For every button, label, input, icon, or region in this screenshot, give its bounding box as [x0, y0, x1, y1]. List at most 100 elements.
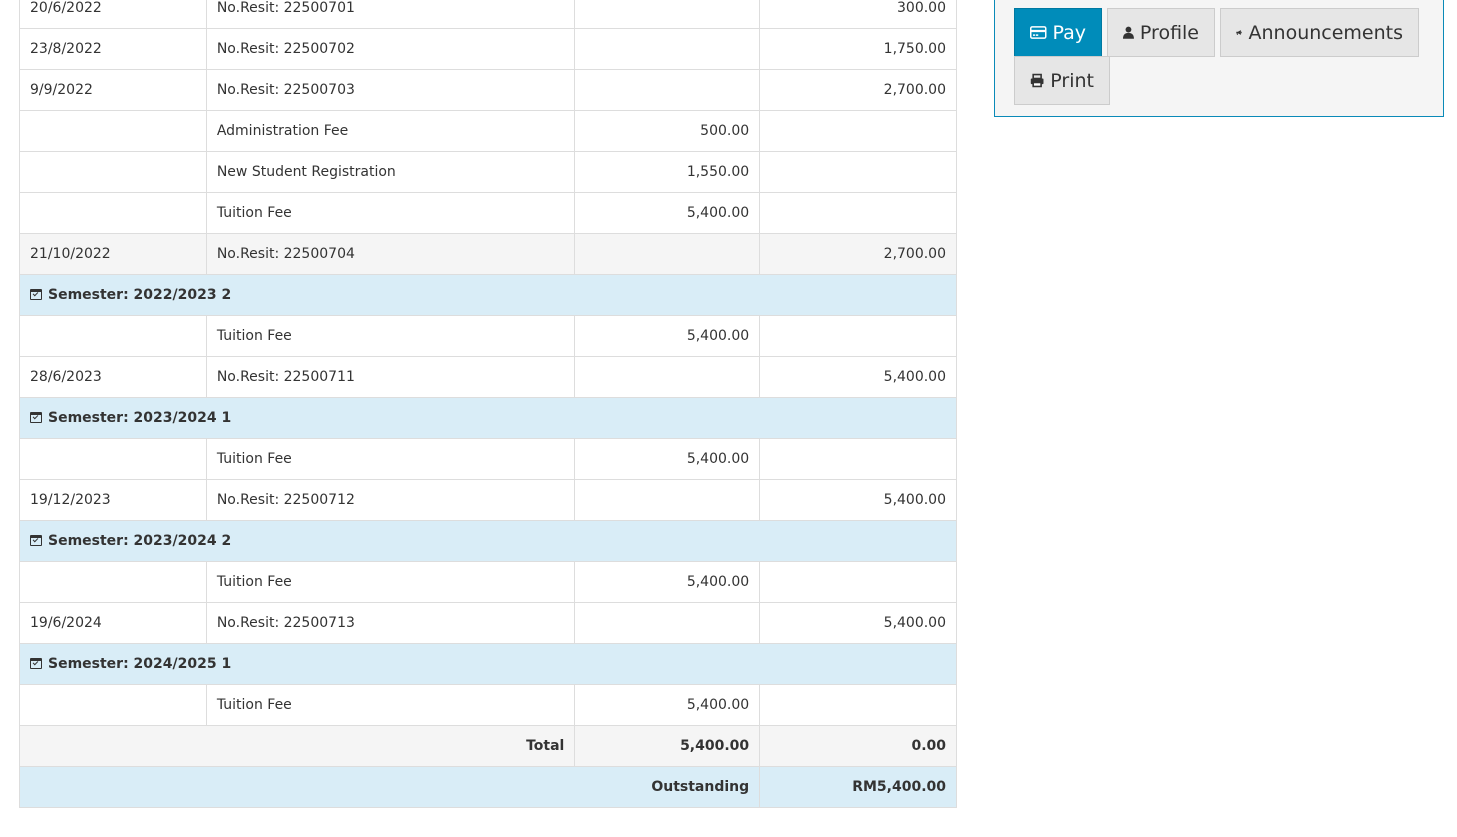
description-cell: No.Resit: 22500701	[205, 0, 576, 29]
description-cell: Administration Fee	[205, 110, 576, 152]
debit-cell	[574, 233, 761, 275]
table-row: Tuition Fee 5,400.00	[19, 438, 957, 480]
credit-cell	[759, 192, 957, 234]
date-cell: 28/6/2023	[19, 356, 207, 398]
user-icon	[1123, 26, 1134, 39]
pay-button[interactable]: Pay	[1014, 8, 1102, 57]
credit-cell	[759, 684, 957, 726]
description-cell: No.Resit: 22500702	[205, 28, 576, 70]
total-credit: 0.00	[759, 725, 957, 767]
debit-cell	[574, 356, 761, 398]
description-cell: Tuition Fee	[205, 315, 576, 357]
profile-label: Profile	[1139, 21, 1199, 44]
date-cell: 19/12/2023	[19, 479, 207, 521]
description-cell: Tuition Fee	[205, 438, 576, 480]
credit-cell	[759, 110, 957, 152]
credit-cell: 300.00	[759, 0, 957, 29]
debit-cell: 500.00	[574, 110, 761, 152]
semester-header: Semester: 2024/2025 1	[19, 643, 957, 685]
debit-cell: 5,400.00	[574, 438, 761, 480]
outstanding-label: Outstanding	[18, 766, 761, 808]
profile-button[interactable]: Profile	[1107, 8, 1215, 57]
table-row: Tuition Fee 5,400.00	[19, 684, 957, 726]
debit-cell	[574, 69, 761, 111]
description-cell: No.Resit: 22500704	[205, 233, 576, 275]
description-cell: No.Resit: 22500712	[205, 479, 576, 521]
table-row: Tuition Fee 5,400.00	[19, 561, 957, 603]
credit-cell: 2,700.00	[759, 69, 957, 111]
description-cell: New Student Registration	[205, 151, 576, 193]
print-label: Print	[1050, 69, 1094, 92]
semester-header: Semester: 2022/2023 2	[19, 274, 957, 316]
date-cell	[19, 438, 207, 480]
calendar-check-icon	[30, 535, 42, 546]
print-button[interactable]: Print	[1014, 56, 1110, 105]
total-row: Total 5,400.00 0.00	[18, 725, 957, 767]
table-row: 9/9/2022 No.Resit: 22500703 2,700.00	[19, 69, 957, 111]
print-icon	[1030, 73, 1044, 88]
date-cell	[19, 151, 207, 193]
credit-cell: 5,400.00	[759, 356, 957, 398]
outstanding-row: Outstanding RM5,400.00	[18, 766, 957, 808]
table-row: 19/6/2024 No.Resit: 22500713 5,400.00	[19, 602, 957, 644]
table-row: 19/12/2023 No.Resit: 22500712 5,400.00	[19, 479, 957, 521]
credit-cell	[759, 561, 957, 603]
calendar-check-icon	[30, 289, 42, 300]
credit-cell: 1,750.00	[759, 28, 957, 70]
date-cell	[19, 561, 207, 603]
description-cell: Tuition Fee	[205, 192, 576, 234]
description-cell: Tuition Fee	[205, 684, 576, 726]
table-row: 20/6/2022 No.Resit: 22500701 300.00	[19, 0, 957, 29]
semester-header: Semester: 2023/2024 1	[19, 397, 957, 439]
date-cell	[19, 192, 207, 234]
semester-label: Semester: 2023/2024 2	[48, 533, 232, 549]
date-cell: 23/8/2022	[19, 28, 207, 70]
semester-header: Semester: 2023/2024 2	[19, 520, 957, 562]
credit-cell: 5,400.00	[759, 602, 957, 644]
calendar-check-icon	[30, 412, 42, 423]
debit-cell	[574, 28, 761, 70]
description-cell: Tuition Fee	[205, 561, 576, 603]
debit-cell: 5,400.00	[574, 192, 761, 234]
semester-label: Semester: 2024/2025 1	[48, 656, 232, 672]
announcements-button[interactable]: Announcements	[1220, 8, 1419, 57]
date-cell: 21/10/2022	[19, 233, 207, 275]
credit-cell: 5,400.00	[759, 479, 957, 521]
credit-card-icon	[1030, 26, 1047, 39]
table-row: 23/8/2022 No.Resit: 22500702 1,750.00	[19, 28, 957, 70]
credit-cell	[759, 315, 957, 357]
total-label: Total	[18, 725, 576, 767]
debit-cell	[574, 0, 761, 29]
semester-header-row: Semester: 2023/2024 1	[19, 397, 957, 439]
debit-cell: 5,400.00	[574, 684, 761, 726]
announcements-label: Announcements	[1248, 21, 1403, 44]
debit-cell: 1,550.00	[574, 151, 761, 193]
calendar-check-icon	[30, 658, 42, 669]
semester-header-row: Semester: 2024/2025 1	[19, 643, 957, 685]
semester-label: Semester: 2022/2023 2	[48, 287, 232, 303]
debit-cell	[574, 479, 761, 521]
semester-label: Semester: 2023/2024 1	[48, 410, 232, 426]
total-debit: 5,400.00	[574, 725, 761, 767]
debit-cell: 5,400.00	[574, 315, 761, 357]
debit-cell	[574, 602, 761, 644]
date-cell: 19/6/2024	[19, 602, 207, 644]
credit-cell: 2,700.00	[759, 233, 957, 275]
description-cell: No.Resit: 22500711	[205, 356, 576, 398]
table-row: New Student Registration 1,550.00	[19, 151, 957, 193]
date-cell: 20/6/2022	[19, 0, 207, 29]
pay-label: Pay	[1052, 21, 1087, 44]
description-cell: No.Resit: 22500713	[205, 602, 576, 644]
date-cell	[19, 315, 207, 357]
fee-ledger-table: 20/6/2022 No.Resit: 22500701 300.00 23/8/20…	[18, 0, 957, 808]
semester-header-row: Semester: 2022/2023 2	[19, 274, 957, 316]
action-panel: Pay Profile Announcements Print	[994, 0, 1444, 117]
debit-cell: 5,400.00	[574, 561, 761, 603]
date-cell	[19, 110, 207, 152]
credit-cell	[759, 438, 957, 480]
bullhorn-icon	[1236, 30, 1242, 35]
date-cell	[19, 684, 207, 726]
outstanding-value: RM5,400.00	[759, 766, 957, 808]
date-cell: 9/9/2022	[19, 69, 207, 111]
table-row: Administration Fee 500.00	[19, 110, 957, 152]
